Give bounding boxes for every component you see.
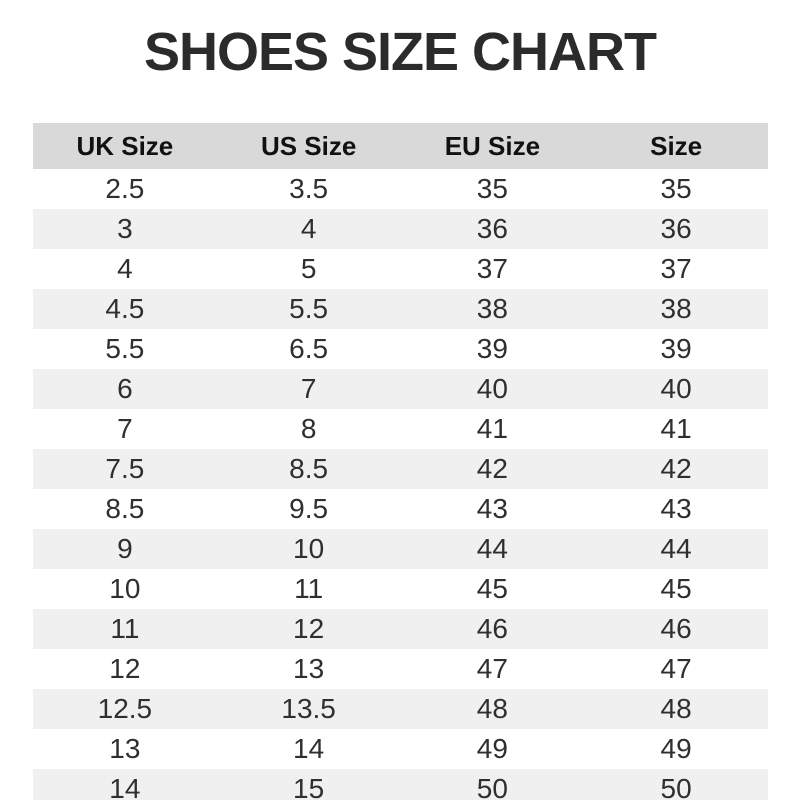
table-cell: 10 [293,533,325,564]
table-cell: 44 [476,533,508,564]
table-cell: 13 [293,653,325,684]
table-cell: 5.5 [289,293,329,324]
table-row: 14 15 50 50 [33,769,768,800]
table-cell: 4.5 [105,293,145,324]
table-cell: 48 [660,693,692,724]
table-cell: 3 [117,213,133,244]
table-cell: 42 [476,453,508,484]
table-cell: 41 [660,413,692,444]
table-cell: 39 [660,333,692,364]
table-row: 2.5 3.5 35 35 [33,169,768,209]
table-row: 5.5 6.5 39 39 [33,329,768,369]
table-row: 9 10 44 44 [33,529,768,569]
table-cell: 6.5 [289,333,329,364]
table-cell: 11 [294,573,324,604]
table-cell: 43 [476,493,508,524]
table-cell: 40 [660,373,692,404]
table-row: 3 4 36 36 [33,209,768,249]
table-cell: 40 [476,373,508,404]
table-cell: 12.5 [97,693,153,724]
table-cell: 8.5 [289,453,329,484]
table-cell: 13.5 [281,693,336,724]
table-row: 10 11 45 45 [33,569,768,609]
table-cell: 38 [476,293,508,324]
table-row: 8.5 9.5 43 43 [33,489,768,529]
table-cell: 47 [476,653,508,684]
table-cell: 8 [300,413,317,444]
table-cell: 47 [660,653,692,684]
table-row: 12.5 13.5 48 48 [33,689,768,729]
table-cell: 39 [476,333,508,364]
page-title: SHOES SIZE CHART [143,22,657,82]
table-cell: 9 [117,533,133,564]
table-cell: 9.5 [289,493,329,524]
table-cell: 49 [660,733,692,764]
table-cell: 44 [660,533,692,564]
table-cell: 45 [476,573,508,604]
column-header-eu-size: EU Size [444,130,541,161]
table-cell: 50 [660,773,692,800]
table-cell: 46 [660,613,692,644]
column-header-uk-size: UK Size [76,130,174,161]
table-cell: 7 [300,373,317,404]
table-cell: 43 [660,493,692,524]
table-cell: 36 [660,213,692,244]
table-cell: 12 [109,653,141,684]
table-cell: 45 [660,573,692,604]
table-header-row: UK Size US Size EU Size Size [33,123,768,169]
table-cell: 12 [293,613,325,644]
table-cell: 10 [109,573,141,604]
table-cell: 37 [476,253,508,284]
table-cell: 4 [300,213,317,244]
table-cell: 7 [117,413,133,444]
table-row: 6 7 40 40 [33,369,768,409]
column-header-us-size: US Size [260,130,357,161]
table-cell: 50 [476,773,508,800]
size-chart-page: SHOES SIZE CHART UK Size US Size EU Size Si… [0,16,800,800]
table-cell: 14 [293,733,325,764]
table-row: 7.5 8.5 42 42 [33,449,768,489]
table-cell: 15 [293,773,325,800]
table-cell: 2.5 [105,173,145,204]
table-cell: 36 [476,213,508,244]
table-cell: 48 [476,693,508,724]
table-cell: 5.5 [105,333,145,364]
table-cell: 42 [660,453,692,484]
table-cell: 49 [476,733,508,764]
shoe-size-table: UK Size US Size EU Size Size 2.5 3.5 35 35 3 4 36… [33,123,768,800]
table-cell: 7.5 [105,453,145,484]
table-cell: 14 [109,773,141,800]
table-cell: 37 [660,253,692,284]
table-cell: 3.5 [289,173,329,204]
table-body: 2.5 3.5 35 35 3 4 36 36 4 5 37 37 4.5 5.5 38 38 5.5 6.5 39… [33,169,768,800]
table-row: 13 14 49 49 [33,729,768,769]
table-cell: 13 [109,733,141,764]
table-cell: 38 [660,293,692,324]
table-row: 7 8 41 41 [33,409,768,449]
table-cell: 11 [110,613,140,644]
table-cell: 5 [300,253,317,284]
table-cell: 46 [476,613,508,644]
table-cell: 6 [117,373,133,404]
table-cell: 4 [117,253,133,284]
table-cell: 35 [476,173,508,204]
table-cell: 8.5 [105,493,145,524]
table-row: 4 5 37 37 [33,249,768,289]
table-cell: 41 [476,413,508,444]
column-header-size: Size [650,130,703,161]
table-row: 4.5 5.5 38 38 [33,289,768,329]
table-row: 11 12 46 46 [33,609,768,649]
table-cell: 35 [660,173,692,204]
table-row: 12 13 47 47 [33,649,768,689]
